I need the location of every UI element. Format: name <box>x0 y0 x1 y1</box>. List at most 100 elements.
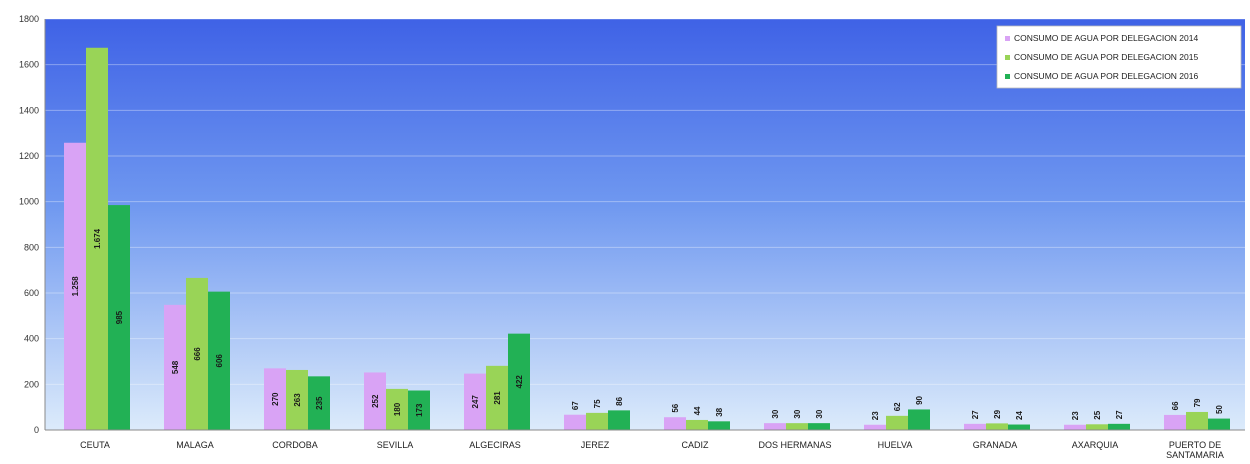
data-labels: 1.258 1.674 985 548 666 606 270 263 235 252 180 173… <box>71 228 1224 420</box>
data-label: 1.258 <box>71 276 80 297</box>
y-tick-label: 0 <box>34 425 39 435</box>
bar <box>508 333 530 430</box>
bar <box>1008 424 1030 430</box>
bar <box>1064 424 1086 430</box>
category-label: SEVILLA <box>377 440 414 450</box>
category-label: MALAGA <box>176 440 214 450</box>
data-label: 27 <box>1115 410 1124 419</box>
bar <box>964 423 986 430</box>
data-label: 86 <box>615 396 624 405</box>
bar <box>764 423 786 430</box>
category-label: ALGECIRAS <box>469 440 521 450</box>
category-label: PUERTO DE <box>1169 440 1221 450</box>
data-label: 606 <box>215 354 224 368</box>
category-label: HUELVA <box>878 440 913 450</box>
legend-box <box>996 25 1242 89</box>
data-label: 24 <box>1015 411 1024 420</box>
data-label: 180 <box>393 402 402 416</box>
data-label: 1.674 <box>93 228 102 249</box>
bar <box>986 423 1008 430</box>
bar <box>886 415 908 430</box>
data-label: 270 <box>271 392 280 406</box>
data-label: 90 <box>915 395 924 404</box>
data-label: 29 <box>993 409 1002 418</box>
bar <box>64 142 86 431</box>
legend-swatch <box>1005 55 1010 60</box>
data-label: 235 <box>315 396 324 410</box>
bar <box>86 47 108 431</box>
data-label: 67 <box>571 401 580 410</box>
bar <box>486 365 508 430</box>
category-label: DOS HERMANAS <box>758 440 831 450</box>
data-label: 30 <box>771 409 780 418</box>
data-label: 30 <box>793 409 802 418</box>
bar <box>286 369 308 430</box>
data-label: 75 <box>593 399 602 408</box>
data-label: 985 <box>115 310 124 324</box>
bar <box>208 291 230 430</box>
data-label: 23 <box>1071 411 1080 420</box>
bar <box>1108 423 1130 430</box>
bar <box>1186 411 1208 430</box>
bar <box>708 421 730 430</box>
y-tick-label: 1200 <box>19 151 39 161</box>
y-tick-label: 400 <box>24 334 39 344</box>
bar <box>564 414 586 430</box>
data-label: 247 <box>471 395 480 409</box>
data-label: 62 <box>893 402 902 411</box>
y-tick-label: 200 <box>24 379 39 389</box>
bar <box>1164 414 1186 430</box>
legend-swatch <box>1005 74 1010 79</box>
y-tick-label: 800 <box>24 242 39 252</box>
data-label: 263 <box>293 393 302 407</box>
category-label: CEUTA <box>80 440 110 450</box>
y-tick-label: 1000 <box>19 197 39 207</box>
bar <box>464 373 486 430</box>
legend-label: CONSUMO DE AGUA POR DELEGACION 2014 <box>1014 33 1198 43</box>
bar <box>1208 418 1230 430</box>
bar <box>686 419 708 430</box>
data-label: 30 <box>815 409 824 418</box>
data-label: 44 <box>693 406 702 415</box>
data-label: 25 <box>1093 410 1102 419</box>
axes: 0 200 400 600 800 1000 1200 1400 1600 1800 CEUTA MA… <box>19 14 1245 460</box>
bars <box>64 47 1230 431</box>
bar <box>308 376 330 430</box>
bar <box>186 277 208 430</box>
legend: CONSUMO DE AGUA POR DELEGACION 2014 CONSU… <box>996 25 1242 89</box>
data-label: 173 <box>415 403 424 417</box>
data-label: 56 <box>671 403 680 412</box>
data-label: 79 <box>1193 398 1202 407</box>
data-label: 422 <box>515 375 524 389</box>
data-label: 281 <box>493 391 502 405</box>
bar <box>864 424 886 430</box>
y-tick-label: 1600 <box>19 60 39 70</box>
y-tick-label: 1800 <box>19 14 39 24</box>
bar <box>108 205 130 430</box>
data-label: 548 <box>171 360 180 374</box>
data-label: 27 <box>971 410 980 419</box>
bar <box>164 304 186 430</box>
bar <box>664 417 686 430</box>
bar <box>364 372 386 430</box>
bar <box>1086 424 1108 430</box>
category-label: GRANADA <box>973 440 1018 450</box>
data-label: 252 <box>371 394 380 408</box>
bar <box>264 368 286 430</box>
bar <box>608 410 630 430</box>
legend-label: CONSUMO DE AGUA POR DELEGACION 2016 <box>1014 71 1198 81</box>
data-label: 38 <box>715 407 724 416</box>
gridlines <box>45 18 1245 385</box>
data-label: 50 <box>1215 405 1224 414</box>
category-label: AXARQUIA <box>1072 440 1119 450</box>
y-tick-label: 1400 <box>19 105 39 115</box>
category-label: JEREZ <box>581 440 610 450</box>
bar <box>586 412 608 430</box>
category-label: CORDOBA <box>272 440 318 450</box>
category-label: CADIZ <box>682 440 710 450</box>
data-label: 66 <box>1171 401 1180 410</box>
bar <box>786 423 808 430</box>
y-tick-label: 600 <box>24 288 39 298</box>
